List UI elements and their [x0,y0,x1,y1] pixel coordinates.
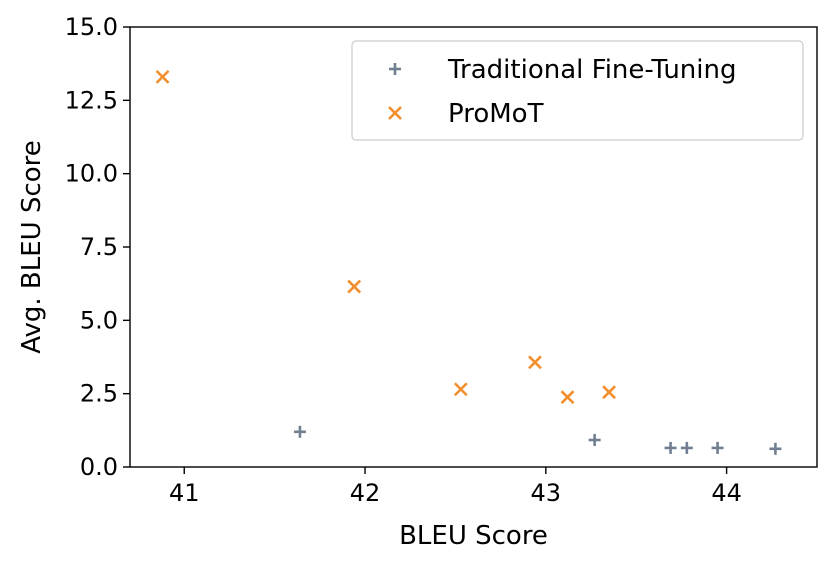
data-point [453,382,468,397]
legend-frame [351,40,804,141]
y-axis-label: Avg. BLEU Score [17,140,47,354]
y-tick-label: 12.5 [65,86,118,114]
legend: Traditional Fine-Tuning ProMoT [351,40,804,141]
y-tick-label: 10.0 [65,160,118,188]
plot-area [155,69,782,455]
y-tick-label: 15.0 [65,13,118,41]
x-tick-label: 43 [531,479,562,507]
x-tick-label: 41 [169,479,200,507]
y-tick-label: 2.5 [80,380,118,408]
data-point [664,441,677,454]
series-0 [293,425,782,455]
legend-marker [388,106,402,120]
x-axis-label: BLEU Score [399,521,548,551]
data-point [711,441,724,454]
y-tick-label: 5.0 [80,306,118,334]
data-point [769,442,782,455]
data-point [560,390,575,405]
x-tick-label: 42 [350,479,381,507]
data-point [293,425,306,438]
legend-marker [389,63,401,75]
data-point [680,441,693,454]
y-axis: 0.0 2.5 5.0 7.5 10.0 12.5 15.0 [65,13,130,481]
series-1 [155,69,617,405]
data-point [588,434,601,447]
data-point [602,385,617,400]
x-tick-label: 44 [711,479,742,507]
legend-label: Traditional Fine-Tuning [447,55,737,85]
data-point [528,355,542,370]
legend-label: ProMoT [448,99,544,129]
data-point [155,69,170,84]
legend-item: Traditional Fine-Tuning [389,55,737,85]
x-axis: 41 42 43 44 [169,467,742,507]
legend-item: ProMoT [388,99,544,129]
y-tick-label: 0.0 [80,453,118,481]
data-point [347,279,362,294]
y-tick-label: 7.5 [80,233,118,261]
